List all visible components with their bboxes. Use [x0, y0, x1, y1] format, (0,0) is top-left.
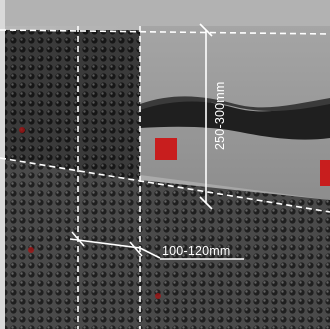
guide-lines [0, 26, 330, 329]
fixing-point [28, 247, 34, 253]
spacing-leader [139, 247, 161, 259]
height-tick-bottom [199, 196, 213, 210]
spacing-tick-right [129, 241, 143, 257]
membrane-upper-left [0, 30, 140, 180]
render-band-edge [140, 96, 330, 111]
membrane-lower [0, 160, 330, 329]
fixing-point [155, 293, 161, 299]
diagonal-guide-line [0, 157, 330, 213]
red-marker-edge [320, 160, 330, 186]
top-wall-band [0, 0, 330, 26]
red-marker [155, 138, 177, 160]
height-dimension-label: 250-300mm [213, 82, 227, 151]
height-tick-top [199, 23, 213, 37]
spacing-dimension-label: 100-120mm [162, 244, 231, 258]
fixing-point [19, 127, 25, 133]
spacing-dimension-line [69, 238, 141, 249]
left-edge-strip [0, 0, 5, 329]
spacing-dimension [69, 231, 244, 260]
height-dimension [199, 23, 213, 210]
top-guide-line [0, 29, 330, 35]
spacing-tick-left [71, 231, 85, 247]
